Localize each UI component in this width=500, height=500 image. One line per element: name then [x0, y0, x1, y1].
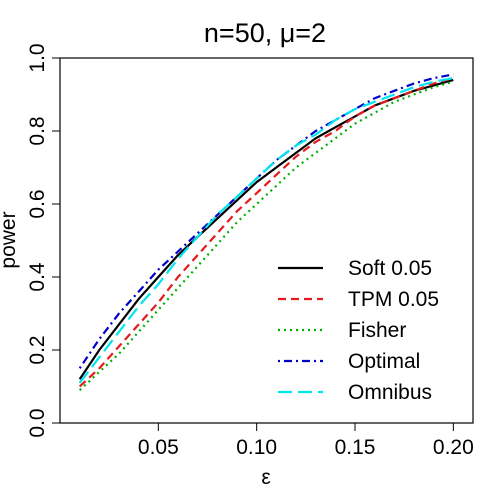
- legend-label: TPM 0.05: [348, 288, 439, 311]
- series-line-1: [78, 78, 454, 380]
- legend-label: Optimal: [348, 350, 420, 373]
- x-tick-label: 0.20: [433, 436, 474, 459]
- x-axis-label: ε: [261, 466, 270, 489]
- x-tick-label: 0.15: [335, 436, 376, 459]
- series-layer: [78, 73, 454, 392]
- series-line-5: [78, 77, 454, 384]
- series-line-4: [78, 73, 454, 369]
- y-tick-label: 0.6: [26, 189, 49, 218]
- x-tick-label: 0.10: [236, 436, 277, 459]
- series-line-3: [78, 80, 454, 392]
- plot-area-frame: [59, 57, 474, 424]
- y-tick-label: 0.4: [26, 262, 49, 292]
- y-axis: 0.0 0.2 0.4 0.6 0.8 1.0: [26, 43, 60, 438]
- x-tick-label: 0.05: [138, 436, 179, 459]
- x-axis: 0.05 0.10 0.15 0.20: [138, 423, 474, 459]
- y-tick-label: 0.0: [26, 408, 49, 437]
- legend: Soft 0.05 TPM 0.05 Fisher Optimal Omnibus: [278, 257, 439, 404]
- legend-label: Omnibus: [348, 381, 432, 404]
- y-tick-label: 1.0: [26, 43, 49, 72]
- legend-label: Fisher: [348, 319, 406, 342]
- series-line-2: [78, 77, 454, 388]
- chart-title: n=50, μ=2: [204, 18, 326, 48]
- y-tick-label: 0.8: [26, 116, 49, 145]
- y-tick-label: 0.2: [26, 335, 49, 364]
- y-axis-label: power: [0, 211, 20, 268]
- legend-label: Soft 0.05: [348, 257, 432, 280]
